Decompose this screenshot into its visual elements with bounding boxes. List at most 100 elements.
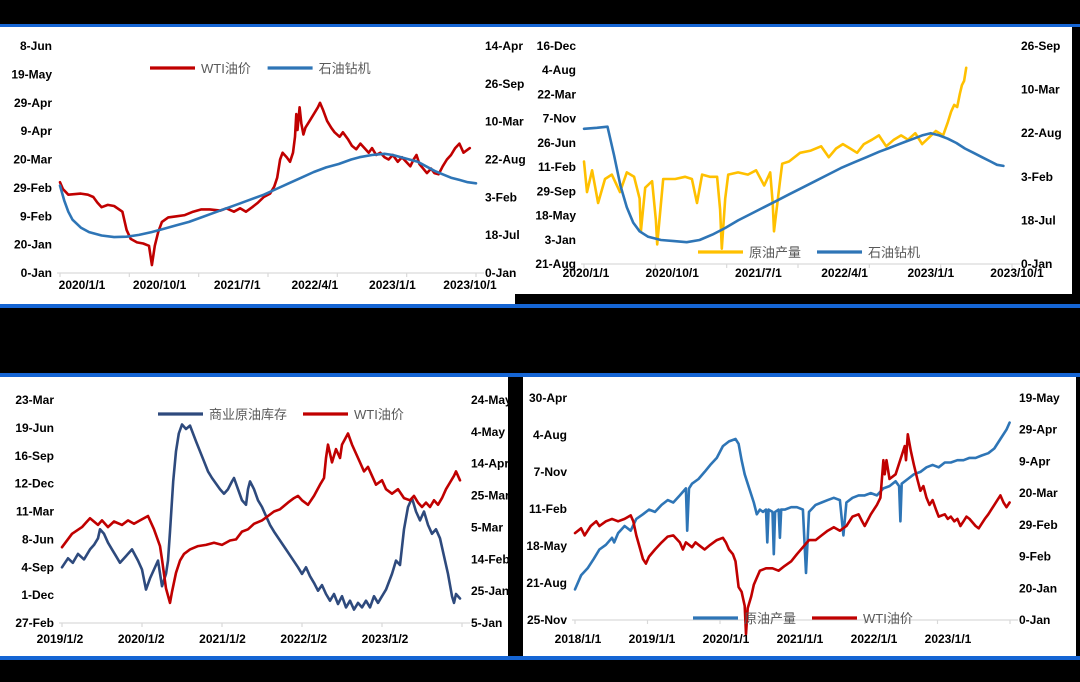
x-axis-label: 2019/1/2 [37, 632, 84, 646]
y-left-tick-label: 4-Aug [542, 63, 576, 77]
x-axis-label: 2020/1/1 [59, 278, 106, 292]
frame-rule-bottom [0, 656, 1080, 660]
chart-bottom-right: 30-Apr 4-Aug 7-Nov 11-Feb 18-May 21-Aug 25-Nov… [526, 391, 1060, 646]
x-axis-label: 2020/1/1 [703, 632, 750, 646]
y-right-tick-label: 18-Jul [1021, 213, 1056, 227]
x-axis-label: 2022/4/1 [821, 266, 868, 280]
x-axis-label: 2020/1/2 [118, 632, 165, 646]
y-right-tick-label: 0-Jan [485, 266, 516, 280]
y-right-tick-label: 10-Mar [1021, 83, 1060, 97]
y-left-tick-label: 7-Nov [534, 465, 568, 479]
y-right-tick-label: 25-Mar [471, 489, 510, 503]
series-line-原油产量 [582, 66, 968, 250]
x-axis-label: 2022/4/1 [291, 278, 338, 292]
y-right-tick-label: 5-Jan [471, 616, 502, 630]
x-axis-label: 2021/7/1 [735, 266, 782, 280]
x-axis-label: 2021/1/2 [199, 632, 246, 646]
y-left-tick-label: 20-Mar [13, 153, 52, 167]
y-left-tick-label: 30-Apr [529, 391, 567, 405]
legend-label: 原油产量 [744, 611, 796, 626]
y-left-tick-label: 29-Sep [537, 184, 576, 198]
bottom-left-background [0, 377, 508, 656]
y-left-tick-label: 29-Apr [14, 96, 52, 110]
y-left-tick-label: 4-Aug [533, 428, 567, 442]
chart-panel-wti-vs-rigs: 8-Jun 19-May 29-Apr 9-Apr 20-Mar 29-Feb 9-Feb 2… [0, 27, 525, 304]
y-left-tick-label: 1-Dec [21, 588, 54, 602]
legend-label: 石油钻机 [319, 61, 371, 76]
legend-label: 商业原油库存 [209, 407, 287, 422]
y-left-tick-label: 22-Mar [537, 87, 576, 101]
y-left-tick-label: 20-Jan [14, 238, 52, 252]
legend-label: WTI油价 [354, 407, 404, 422]
legend-label: WTI油价 [201, 61, 251, 76]
y-right-tick-label: 25-Jan [471, 584, 509, 598]
bottom-right-background [523, 377, 1076, 656]
chart-bottom-left: 23-Mar 19-Jun 16-Sep 12-Dec 11-Mar 8-Jun 4-Sep… [15, 393, 512, 646]
series-line-WTI油价 [573, 432, 1011, 636]
y-left-tick-label: 3-Jan [545, 233, 576, 247]
legend-label: 石油钻机 [868, 245, 920, 260]
y-right-tick-label: 20-Jan [1019, 581, 1057, 595]
y-right-tick-label: 22-Aug [1021, 126, 1062, 140]
x-axis-label: 2021/7/1 [214, 278, 261, 292]
series-line-石油钻机 [582, 125, 1005, 244]
x-axis-label: 2023/10/1 [443, 278, 497, 292]
x-axis-label: 2020/10/1 [646, 266, 700, 280]
x-axis-label: 2022/1/2 [280, 632, 327, 646]
series-line-WTI油价 [60, 432, 462, 605]
y-left-tick-label: 9-Apr [21, 124, 53, 138]
chart-panel-production-vs-wti: 30-Apr 4-Aug 7-Nov 11-Feb 18-May 21-Aug 25-Nov… [522, 377, 1076, 656]
chart-panel-inventory-vs-wti: 23-Mar 19-Jun 16-Sep 12-Dec 11-Mar 8-Jun 4-Sep… [0, 377, 512, 656]
y-right-tick-label: 14-Apr [485, 39, 523, 53]
y-right-tick-label: 22-Aug [485, 153, 526, 167]
y-right-tick-label: 10-Mar [485, 115, 524, 129]
series-line-石油钻机 [58, 152, 478, 239]
y-right-tick-label: 4-May [471, 425, 505, 439]
top-right-bottom-patch [515, 294, 1080, 304]
y-left-tick-label: 18-May [526, 539, 567, 553]
y-right-tick-label: 19-May [1019, 391, 1060, 405]
y-right-tick-label: 9-Feb [1019, 550, 1051, 564]
y-left-tick-label: 16-Dec [537, 39, 577, 53]
y-left-tick-label: 8-Jun [22, 532, 54, 546]
y-right-tick-label: 18-Jul [485, 228, 520, 242]
legend-label: 原油产量 [749, 245, 801, 260]
y-right-tick-label: 29-Feb [1019, 518, 1058, 532]
y-left-tick-label: 11-Feb [538, 160, 576, 174]
x-axis-label: 2023/10/1 [990, 266, 1044, 280]
x-axis-label: 2022/1/1 [851, 632, 898, 646]
y-right-tick-label: 3-Feb [485, 190, 517, 204]
y-left-tick-label: 11-Feb [529, 502, 567, 516]
y-left-tick-label: 19-Jun [15, 421, 54, 435]
y-right-tick-label: 9-Apr [1019, 454, 1051, 468]
y-left-tick-label: 7-Nov [543, 112, 577, 126]
y-right-tick-label: 0-Jan [1021, 257, 1052, 271]
frame-rule-mid-upper [0, 304, 1080, 308]
y-right-tick-label: 3-Feb [1021, 170, 1053, 184]
y-left-tick-label: 27-Feb [15, 616, 54, 630]
y-left-tick-label: 8-Jun [20, 39, 52, 53]
y-left-tick-label: 21-Aug [535, 257, 576, 271]
x-axis-label: 2023/1/2 [362, 632, 409, 646]
y-right-tick-label: 26-Sep [485, 77, 524, 91]
x-axis-label: 2023/1/1 [369, 278, 416, 292]
y-left-tick-label: 4-Sep [21, 560, 54, 574]
x-axis-label: 2023/1/1 [925, 632, 972, 646]
x-axis-label: 2023/1/1 [907, 266, 954, 280]
series-line-原油产量 [573, 421, 1011, 591]
y-left-tick-label: 19-May [11, 67, 52, 81]
y-left-tick-label: 12-Dec [15, 477, 55, 491]
y-right-tick-label: 14-Apr [471, 457, 509, 471]
x-axis-label: 2021/1/1 [777, 632, 824, 646]
y-left-tick-label: 18-May [535, 209, 576, 223]
y-left-tick-label: 25-Nov [527, 613, 567, 627]
y-left-tick-label: 0-Jan [21, 266, 52, 280]
y-left-tick-label: 29-Feb [13, 181, 52, 195]
y-right-tick-label: 24-May [471, 393, 512, 407]
y-right-tick-label: 20-Mar [1019, 486, 1058, 500]
y-left-tick-label: 11-Mar [16, 505, 54, 519]
series-line-商业原油库存 [60, 423, 462, 611]
y-left-tick-label: 23-Mar [15, 393, 54, 407]
y-left-tick-label: 26-Jun [537, 136, 576, 150]
